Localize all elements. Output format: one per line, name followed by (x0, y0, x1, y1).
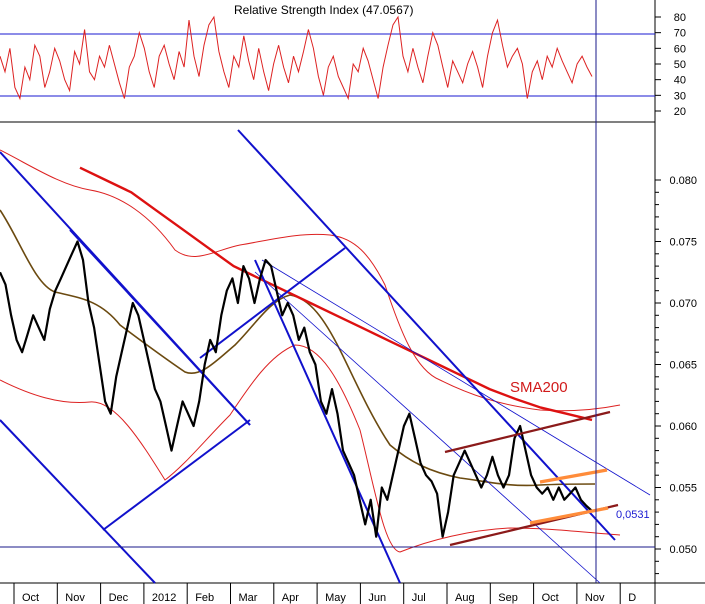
x-tick-label: Jul (412, 592, 426, 604)
rsi-title: Relative Strength Index (47.0567) (234, 3, 413, 17)
x-tick-label: May (325, 592, 346, 604)
thin-trend-lower (254, 271, 601, 584)
price-y-axis: 0.080 0.075 0.070 0.065 0.060 0.055 0.050 (655, 175, 697, 575)
sma200-line (79, 166, 593, 422)
trend-orange-upper (539, 468, 608, 484)
x-tick-label: Mar (239, 592, 258, 604)
rsi-y-tick-label: 80 (674, 12, 686, 24)
price-y-tick-label: 0.060 (669, 421, 697, 433)
x-tick-label: Jun (368, 592, 386, 604)
rsi-series-line (0, 15, 593, 101)
price-series-line (0, 240, 593, 538)
price-y-tick-label: 0.070 (669, 298, 697, 310)
channel-mid-rung (199, 247, 346, 359)
price-y-tick-label: 0.080 (669, 175, 697, 187)
x-tick-label: Oct (542, 592, 559, 604)
x-tick-label: Apr (282, 592, 299, 604)
rsi-y-axis: 80 70 60 50 40 30 20 (655, 12, 686, 118)
x-tick-label: Nov (585, 592, 605, 604)
bollinger-lower-band (0, 344, 621, 553)
rsi-y-tick-label: 50 (674, 59, 686, 71)
trend-dark-upper (444, 410, 611, 454)
trend-orange-lower (529, 506, 609, 525)
rsi-y-tick-label: 20 (674, 106, 686, 118)
rsi-y-tick-label: 60 (674, 43, 686, 55)
x-tick-label: Feb (195, 592, 214, 604)
x-axis: Oct Nov Dec 2012 Feb Mar Apr May Jun Jul Aug Sep Oct… (13, 583, 636, 604)
channel-left-mid (69, 229, 251, 426)
channel-left-rung (102, 419, 251, 531)
x-tick-label: D (628, 592, 636, 604)
price-y-tick-label: 0.065 (669, 360, 697, 372)
channel-left-lower (0, 419, 156, 584)
last-price-label: 0,0531 (616, 509, 650, 521)
price-y-tick-label: 0.075 (669, 237, 697, 249)
x-tick-label: Oct (22, 592, 39, 604)
last-price-flag-bg (614, 507, 654, 521)
rsi-y-tick-label: 30 (674, 90, 686, 102)
sma200-label: SMA200 (510, 379, 568, 396)
thin-trend-upper (261, 259, 651, 496)
x-tick-label: Dec (109, 592, 129, 604)
rsi-y-tick-label: 70 (674, 28, 686, 40)
price-y-tick-label: 0.055 (669, 483, 697, 495)
moving-average-line (0, 209, 596, 487)
bollinger-upper-band (0, 149, 621, 412)
rsi-y-tick-label: 40 (674, 75, 686, 87)
x-tick-label: Aug (455, 592, 475, 604)
price-y-tick-label: 0.050 (669, 544, 697, 556)
channel-right-upper (237, 129, 616, 541)
x-tick-label: Sep (498, 592, 518, 604)
x-tick-label: Nov (65, 592, 85, 604)
x-tick-label: 2012 (152, 592, 176, 604)
channel-right-lower (254, 259, 401, 584)
